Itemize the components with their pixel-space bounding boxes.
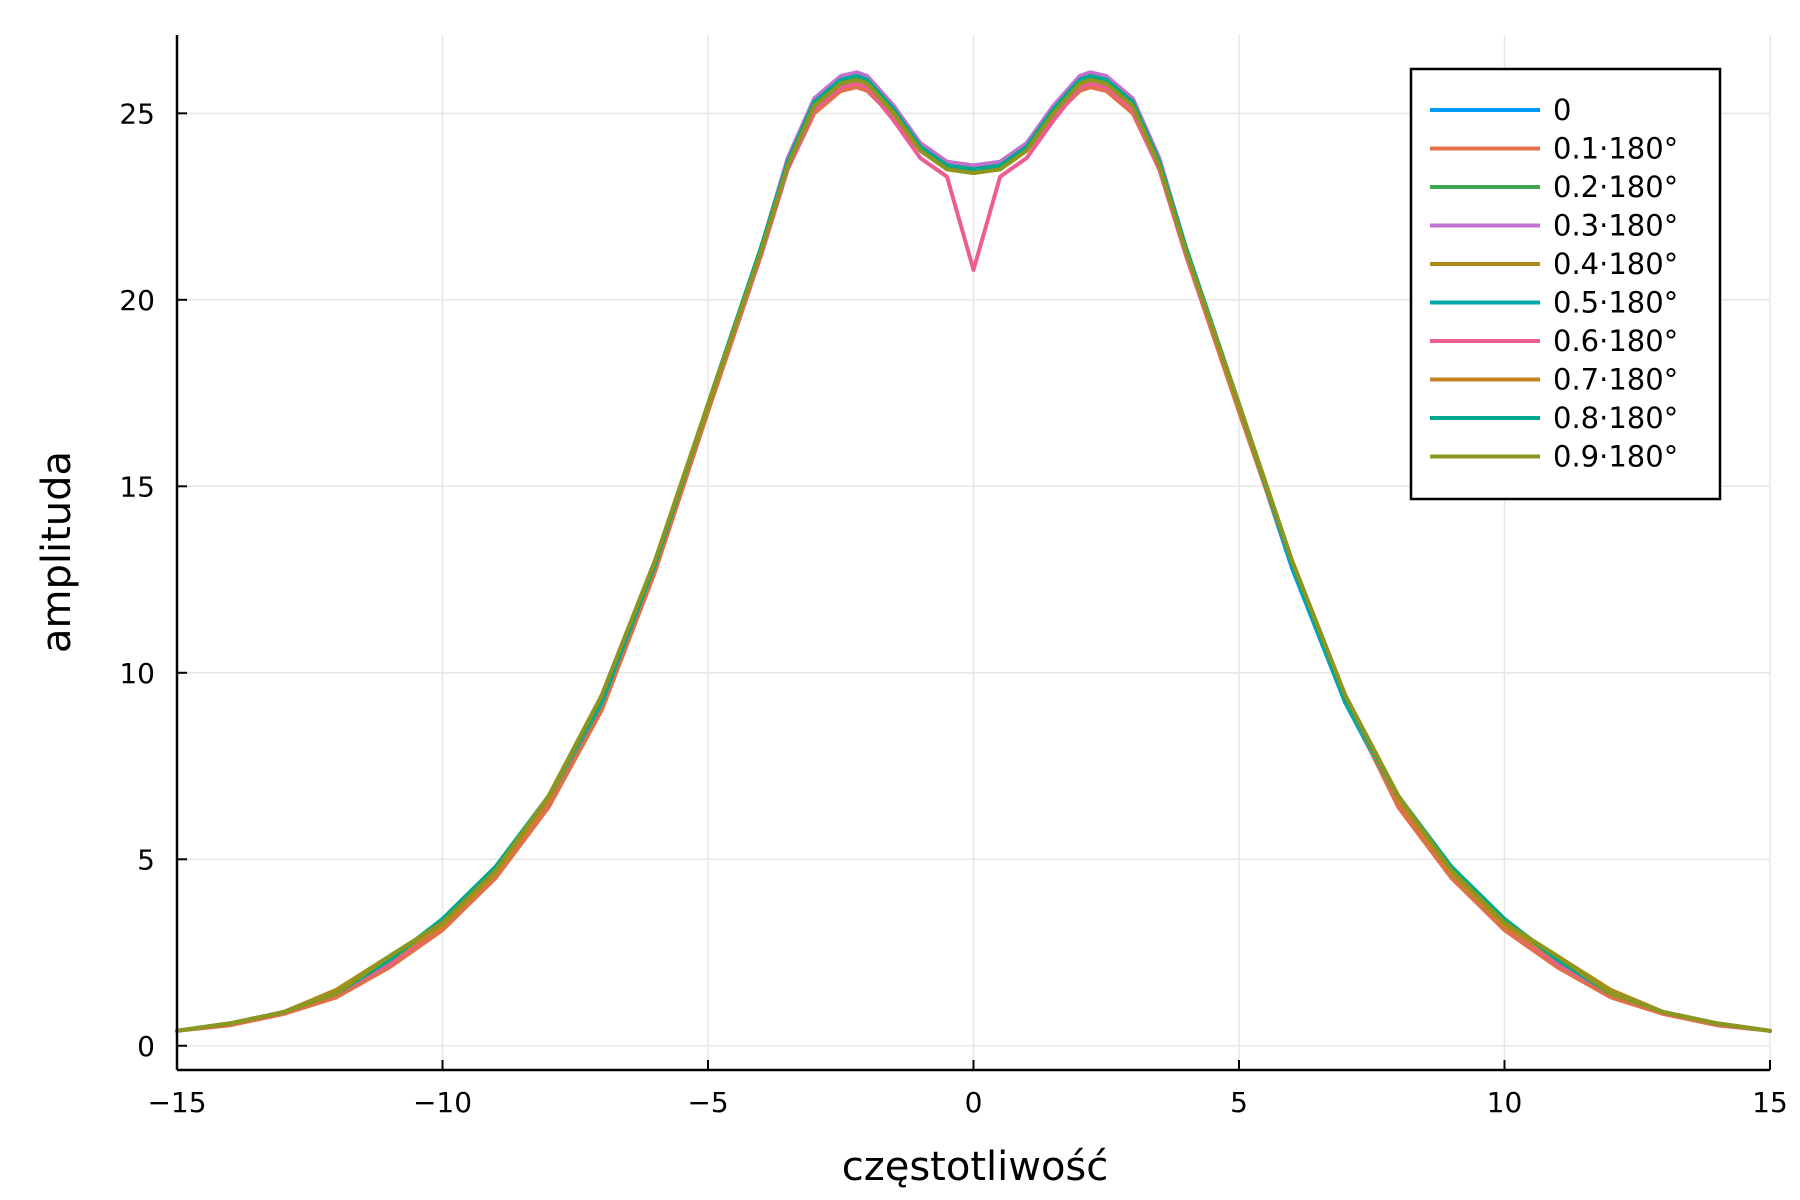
ticks: −15 −10 −5 0 5 10 15 0 5 10 15 20 25 <box>119 97 1787 1119</box>
legend: 0 0.1·180° 0.2·180° 0.3·180° 0.4·180° 0.5·180… <box>1409 67 1722 501</box>
y-tick-label: 25 <box>119 97 155 130</box>
x-tick-label: −15 <box>147 1086 206 1119</box>
y-tick-label: 15 <box>119 470 155 503</box>
x-tick-label: 10 <box>1487 1086 1523 1119</box>
y-tick-label: 10 <box>119 657 155 690</box>
legend-label: 0.6·180° <box>1553 324 1678 358</box>
legend-box <box>1409 67 1722 501</box>
series-layer <box>175 70 1772 1033</box>
x-tick-label: −10 <box>413 1086 472 1119</box>
legend-label: 0.4·180° <box>1553 247 1678 281</box>
legend-label: 0.7·180° <box>1553 363 1678 397</box>
legend-label: 0.5·180° <box>1553 286 1678 320</box>
y-tick-label: 20 <box>119 284 155 317</box>
legend-label: 0.3·180° <box>1553 209 1678 243</box>
x-tick-label: 15 <box>1752 1086 1788 1119</box>
series-line-9 <box>175 77 1772 1033</box>
x-tick-label: 0 <box>965 1086 983 1119</box>
y-tick-label: 5 <box>137 843 155 876</box>
x-tick-label: 5 <box>1230 1086 1248 1119</box>
x-axis-label: częstotliwość <box>842 1144 1109 1190</box>
y-tick-label: 0 <box>137 1030 155 1063</box>
legend-label: 0.1·180° <box>1553 132 1678 166</box>
y-axis-label: amplituda <box>34 451 80 653</box>
legend-label: 0 <box>1553 93 1571 127</box>
legend-label: 0.9·180° <box>1553 440 1678 474</box>
legend-label: 0.8·180° <box>1553 401 1678 435</box>
legend-label: 0.2·180° <box>1553 170 1678 204</box>
x-tick-label: −5 <box>687 1086 728 1119</box>
